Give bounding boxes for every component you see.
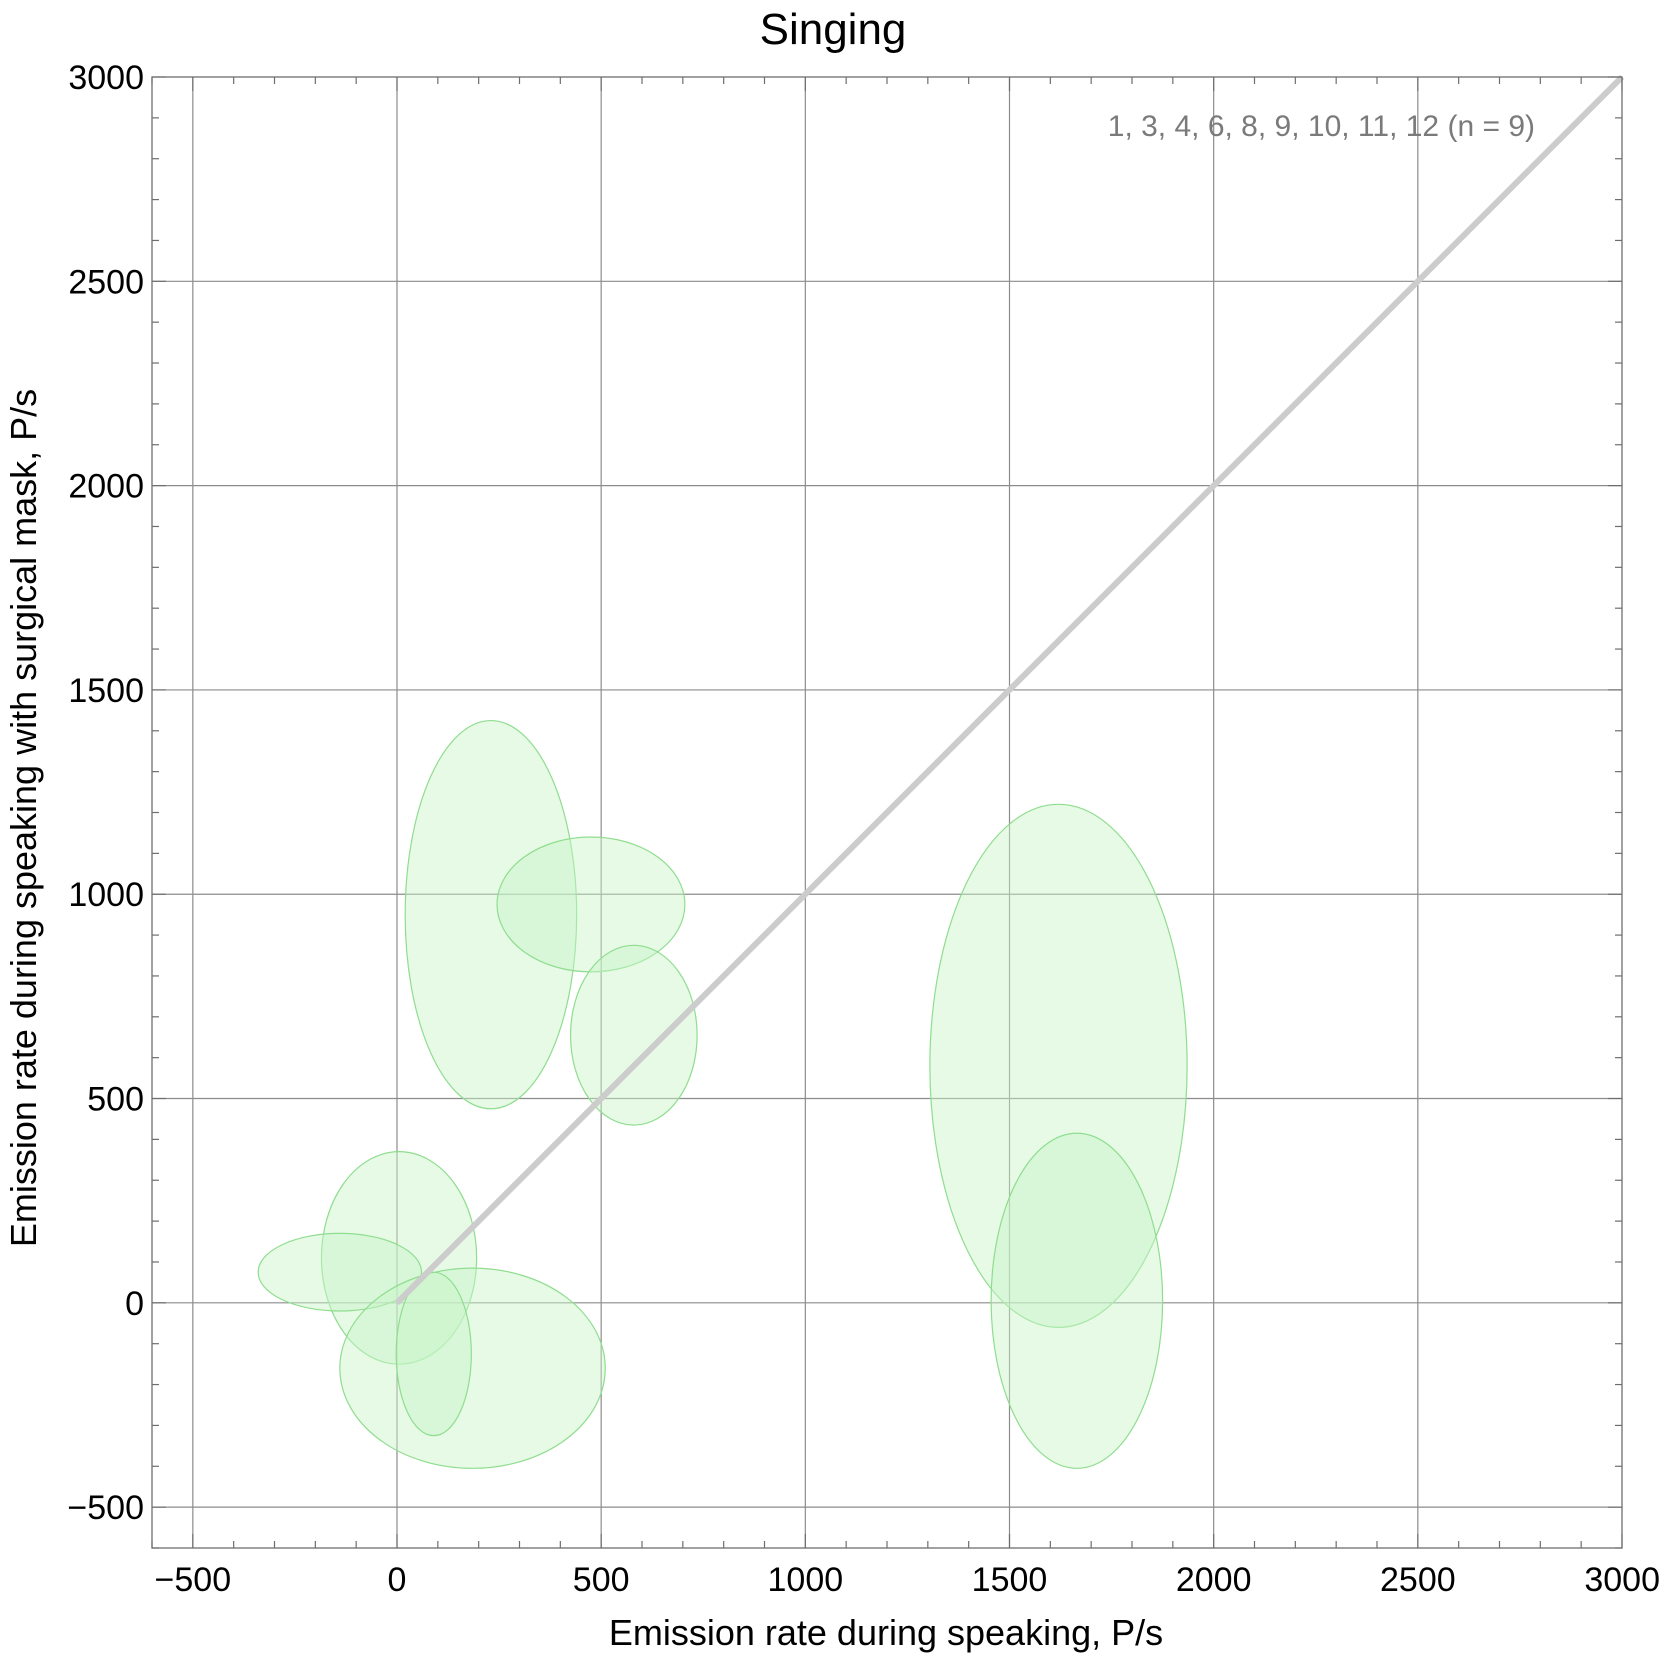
data-ellipse-4 bbox=[929, 803, 1188, 1328]
x-tick-label: 500 bbox=[573, 1561, 630, 1599]
x-tick-label: 3000 bbox=[1584, 1561, 1660, 1599]
chart-title: Singing bbox=[760, 5, 907, 54]
reference-line bbox=[394, 74, 1625, 1305]
data-ellipse-2 bbox=[496, 836, 686, 973]
y-tick-label: −500 bbox=[67, 1489, 144, 1527]
series-annotation: 1, 3, 4, 6, 8, 9, 10, 11, 12 (n = 9) bbox=[1108, 110, 1535, 143]
reference-line-group bbox=[394, 74, 1625, 1305]
data-ellipse-7 bbox=[257, 1232, 423, 1312]
data-ellipse-3 bbox=[569, 944, 698, 1126]
x-tick-labels: −500 0 500 1000 1500 2000 2500 3000 bbox=[155, 1561, 1660, 1599]
data-ellipse-1 bbox=[404, 719, 578, 1110]
y-tick-label: 1500 bbox=[68, 672, 144, 710]
ellipse-group bbox=[257, 719, 1188, 1469]
y-tick-label: 3000 bbox=[68, 59, 144, 97]
data-ellipse-5 bbox=[990, 1132, 1164, 1469]
x-tick-label: 2500 bbox=[1380, 1561, 1456, 1599]
x-tick-label: 1000 bbox=[768, 1561, 844, 1599]
y-tick-label: 0 bbox=[125, 1285, 144, 1323]
tick-group bbox=[151, 76, 1623, 1549]
data-ellipse-8 bbox=[339, 1267, 606, 1469]
y-tick-label: 2000 bbox=[68, 468, 144, 506]
x-axis-label: Emission rate during speaking, P/s bbox=[609, 1612, 1163, 1653]
x-tick-label: 0 bbox=[388, 1561, 407, 1599]
y-tick-label: 500 bbox=[87, 1081, 144, 1119]
y-tick-labels: −500 0 500 1000 1500 2000 2500 3000 bbox=[67, 59, 144, 1527]
data-ellipse-9 bbox=[395, 1271, 472, 1437]
y-axis-label: Emission rate during speaking with surgi… bbox=[3, 389, 44, 1247]
x-tick-label: 2000 bbox=[1176, 1561, 1252, 1599]
data-ellipse-6 bbox=[320, 1151, 478, 1365]
y-tick-label: 1000 bbox=[68, 876, 144, 914]
y-tick-label: 2500 bbox=[68, 263, 144, 301]
x-tick-label: −500 bbox=[155, 1561, 232, 1599]
x-tick-label: 1500 bbox=[972, 1561, 1048, 1599]
grid bbox=[152, 77, 1622, 1548]
